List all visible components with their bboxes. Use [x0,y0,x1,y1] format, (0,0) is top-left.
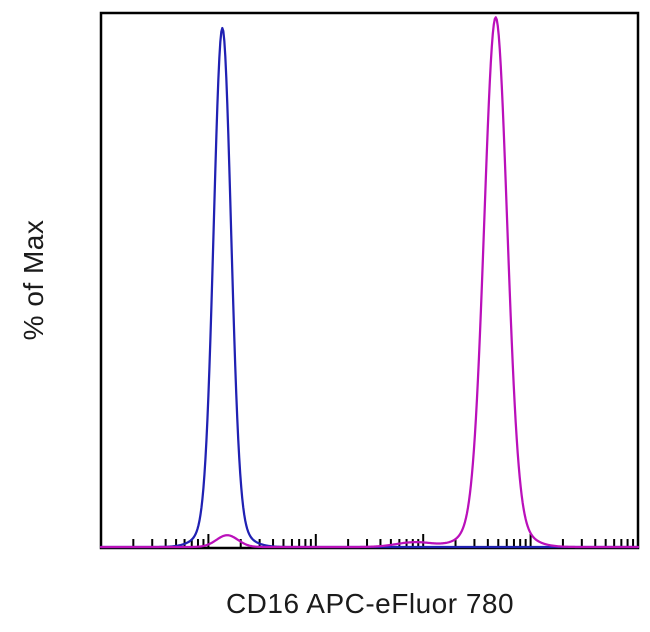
x-axis-ticks [100,534,639,547]
y-axis-label: % of Max [18,219,49,341]
x-axis-label: CD16 APC-eFluor 780 [225,588,515,619]
plot-frame [99,11,640,550]
curve-blue-negative-control [99,26,640,549]
curve-magenta-cd16-stained [99,16,640,549]
